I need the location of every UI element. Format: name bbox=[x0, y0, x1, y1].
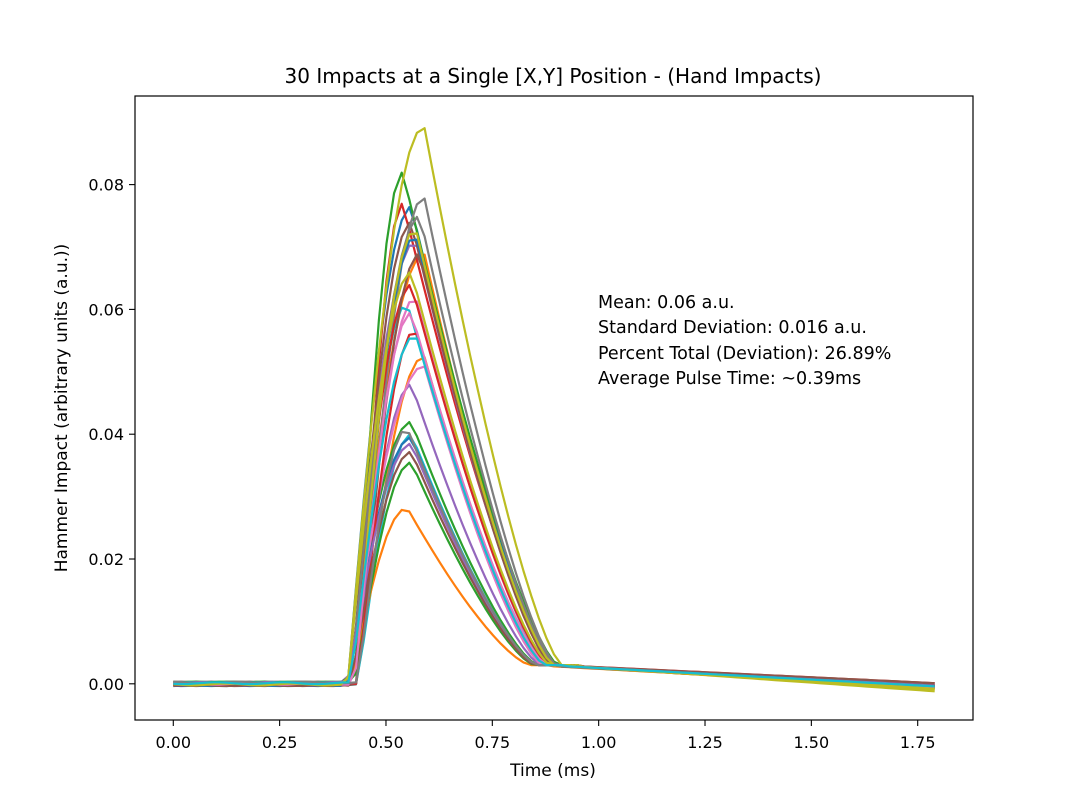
stats-annotation: Mean: 0.06 a.u. Standard Deviation: 0.01… bbox=[598, 293, 891, 389]
y-axis-ticks: 0.00 0.02 0.04 0.06 0.08 bbox=[88, 176, 135, 694]
x-tick-label: 0.50 bbox=[368, 733, 404, 752]
y-tick-label: 0.02 bbox=[88, 550, 124, 569]
x-axis-label: Time (ms) bbox=[509, 761, 596, 781]
x-tick-label: 0.25 bbox=[262, 733, 298, 752]
annotation-percent-deviation: Percent Total (Deviation): 26.89% bbox=[598, 344, 891, 364]
y-tick-label: 0.00 bbox=[88, 675, 124, 694]
plot-frame bbox=[134, 95, 974, 721]
chart-title: 30 Impacts at a Single [X,Y] Position - … bbox=[285, 64, 822, 88]
y-tick-label: 0.08 bbox=[88, 176, 124, 195]
x-tick-label: 1.25 bbox=[687, 733, 723, 752]
y-axis-label: Hammer Impact (arbitrary units (a.u.)) bbox=[52, 244, 72, 573]
x-tick-label: 1.50 bbox=[794, 733, 830, 752]
y-tick-label: 0.06 bbox=[88, 300, 124, 319]
annotation-pulse-time: Average Pulse Time: ~0.39ms bbox=[598, 369, 861, 389]
impact-series-line bbox=[173, 337, 935, 688]
x-tick-label: 0.00 bbox=[155, 733, 191, 752]
y-tick-label: 0.04 bbox=[88, 425, 124, 444]
x-tick-label: 0.75 bbox=[475, 733, 511, 752]
x-axis-ticks: 0.00 0.25 0.50 0.75 1.00 1.25 1.50 1.75 bbox=[155, 720, 936, 752]
x-tick-label: 1.75 bbox=[900, 733, 936, 752]
x-tick-label: 1.00 bbox=[581, 733, 617, 752]
annotation-mean: Mean: 0.06 a.u. bbox=[598, 293, 735, 313]
series-layer bbox=[173, 127, 935, 693]
annotation-std-dev: Standard Deviation: 0.016 a.u. bbox=[598, 318, 867, 338]
